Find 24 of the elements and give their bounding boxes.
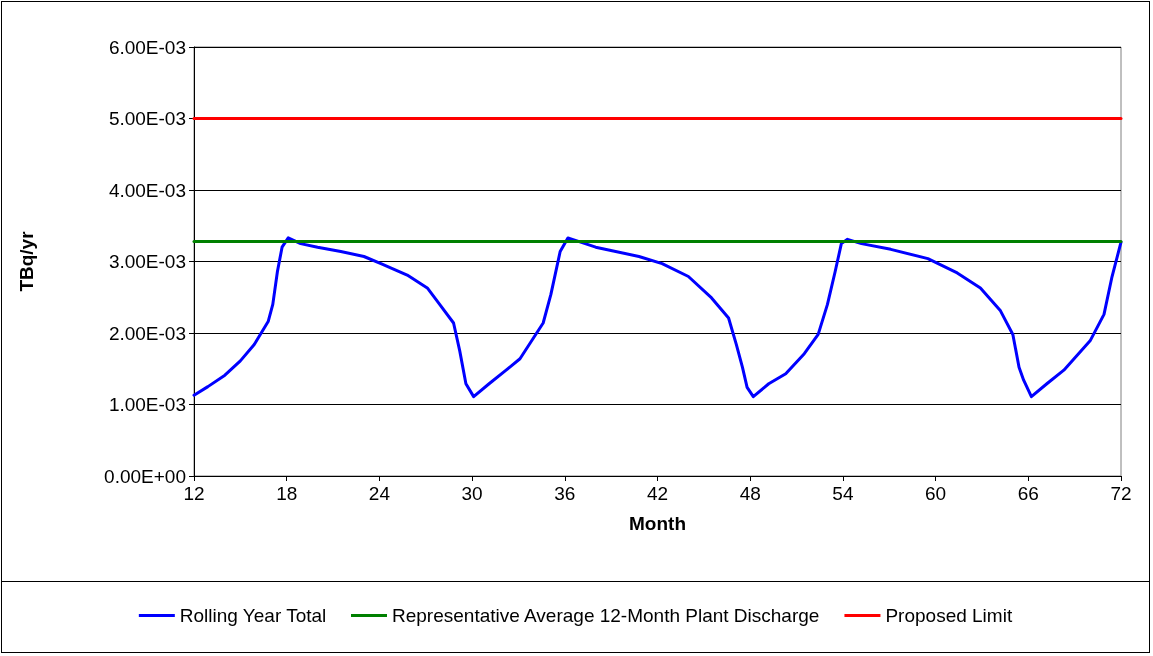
x-tick-label: 30 [461, 483, 483, 504]
y-tick-label: 2.00E-03 [108, 322, 186, 344]
x-tick-label: 24 [368, 483, 391, 504]
y-tick-label: 6.00E-03 [108, 36, 186, 58]
x-tick-label: 72 [1110, 483, 1132, 504]
y-axis-title: TBq/yr [16, 230, 37, 292]
x-tick-label: 48 [739, 483, 761, 504]
x-tick-label: 54 [832, 483, 854, 504]
x-tick-label: 66 [1017, 483, 1039, 504]
x-axis-title: Month [629, 513, 686, 534]
x-tick-label: 12 [183, 483, 205, 504]
legend-label: Rolling Year Total [179, 605, 327, 626]
x-tick-label: 42 [646, 483, 669, 504]
y-tick-label: 4.00E-03 [108, 179, 186, 201]
x-tick-label: 36 [554, 483, 576, 504]
y-tick-label: 5.00E-03 [108, 108, 186, 129]
legend-label: Proposed Limit [885, 605, 1013, 626]
x-tick-label: 18 [276, 483, 298, 504]
legend-label: Representative Average 12-Month Plant Discharge [392, 605, 820, 626]
line-series [192, 236, 1123, 399]
y-tick-label: 1.00E-03 [108, 394, 186, 415]
x-tick-label: 60 [925, 483, 947, 504]
y-tick-label: 3.00E-03 [108, 251, 186, 272]
y-tick-label: 0.00E+00 [104, 465, 186, 487]
